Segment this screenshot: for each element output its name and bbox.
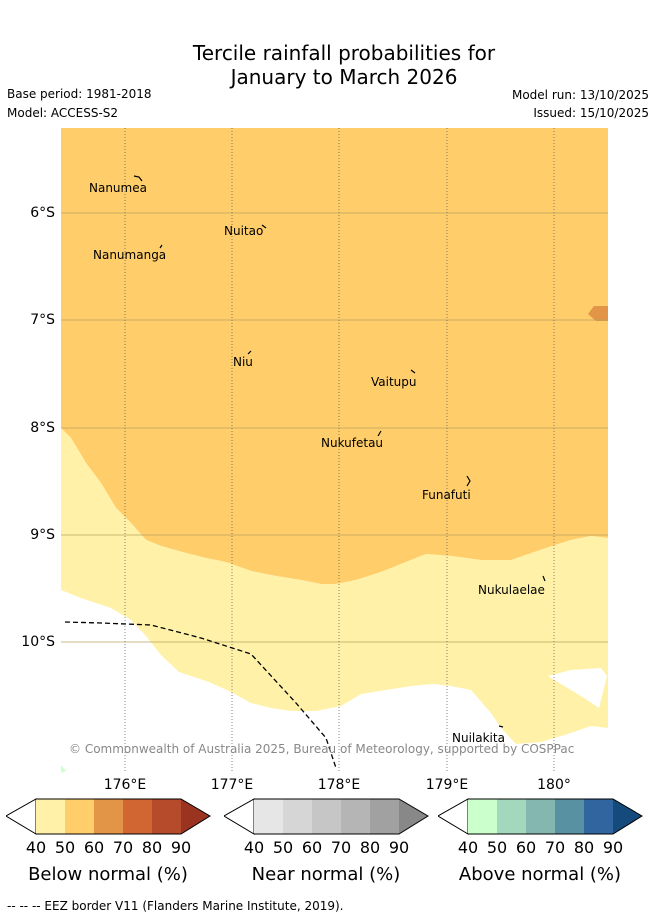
- region-white-patch: [548, 668, 607, 708]
- island-nuilakita: [498, 725, 504, 728]
- island-nukufetau: [377, 430, 382, 437]
- cb-near-arrow-high: [399, 799, 428, 834]
- cb-below-swatch-70: [123, 799, 152, 834]
- tick-above-70: 70: [544, 838, 566, 857]
- model-run: Model run: 13/10/2025: [511, 88, 649, 102]
- tick-below-40: 40: [25, 838, 47, 857]
- lon-label-177e: 177°E: [210, 777, 254, 793]
- cb-above-swatch-40: [468, 799, 497, 834]
- colorbar-near-normal: [224, 798, 429, 835]
- cb-near-swatch-70: [341, 799, 370, 834]
- cb-above-swatch-70: [555, 799, 584, 834]
- tick-below-80: 80: [141, 838, 163, 857]
- tick-near-70: 70: [330, 838, 352, 857]
- cb-near-swatch-80: [370, 799, 399, 834]
- region-green-spot: [61, 765, 66, 773]
- eez-legend-footer: -- -- -- EEZ border V11 (Flanders Marine…: [7, 899, 344, 913]
- cb-above-arrow-high: [613, 799, 642, 834]
- place-label-nanumea: Nanumea: [89, 181, 147, 195]
- cb-above-arrow-low: [438, 798, 469, 835]
- tick-near-60: 60: [301, 838, 323, 857]
- lon-label-178e: 178°E: [317, 777, 361, 793]
- copyright-notice: © Commonwealth of Australia 2025, Bureau…: [69, 742, 575, 756]
- island-niu: [247, 350, 252, 355]
- cb-below-swatch-50: [65, 799, 94, 834]
- lat-label-6s: 6°S: [30, 205, 55, 221]
- lon-label-180: 180°: [537, 777, 571, 793]
- tick-near-40: 40: [243, 838, 265, 857]
- cb-near-outline: [254, 798, 429, 835]
- colorbar-below-normal: [6, 798, 211, 835]
- rainfall-map: [61, 128, 608, 773]
- cb-above-outline: [468, 798, 643, 835]
- island-funafuti: [466, 475, 471, 487]
- tick-below-70: 70: [112, 838, 134, 857]
- issued-date: Issued: 15/10/2025: [533, 106, 649, 120]
- tick-near-80: 80: [359, 838, 381, 857]
- cb-below-outline: [36, 798, 211, 835]
- cb-above-swatch-80: [584, 799, 613, 834]
- place-label-nukulaelae: Nukulaelae: [478, 583, 545, 597]
- island-nanumanga: [159, 244, 163, 249]
- region-below-60-70-spot: [588, 306, 608, 321]
- lon-label-179e: 179°E: [425, 777, 469, 793]
- map-svg: [61, 128, 608, 773]
- place-label-nukufetau: Nukufetau: [321, 436, 384, 450]
- lat-label-10s: 10°S: [21, 634, 55, 650]
- map-title: Tercile rainfall probabilities for Janua…: [0, 41, 655, 89]
- cb-near-arrow-low: [224, 798, 255, 835]
- base-period: Base period: 1981-2018: [7, 87, 152, 101]
- tick-above-50: 50: [486, 838, 508, 857]
- place-label-nanumanga: Nanumanga: [93, 248, 167, 262]
- lat-gridlines: [61, 212, 608, 643]
- cb-below-arrow-low: [6, 798, 37, 835]
- region-below-50-60: [61, 128, 608, 584]
- colorbar-title-near: Near normal (%): [251, 864, 401, 885]
- tick-above-60: 60: [515, 838, 537, 857]
- tick-above-90: 90: [602, 838, 624, 857]
- place-label-nuitao: Nuitao: [224, 224, 264, 238]
- region-below-40-50: [61, 428, 608, 744]
- cb-near-swatch-40: [254, 799, 283, 834]
- lat-label-9s: 9°S: [30, 527, 55, 543]
- place-label-vaitupu: Vaitupu: [371, 375, 417, 389]
- lon-gridlines: [124, 128, 555, 773]
- place-label-niu: Niu: [233, 355, 253, 369]
- cb-below-arrow-high: [181, 799, 210, 834]
- model-name: Model: ACCESS-S2: [7, 106, 119, 120]
- tick-below-50: 50: [54, 838, 76, 857]
- lon-label-176e: 176°E: [103, 777, 147, 793]
- island-marks: [133, 175, 546, 728]
- cb-near-swatch-50: [283, 799, 312, 834]
- tick-near-50: 50: [272, 838, 294, 857]
- colorbar-above-normal: [438, 798, 643, 835]
- eez-border: [64, 621, 337, 769]
- island-nuitao: [261, 224, 267, 229]
- tick-below-60: 60: [83, 838, 105, 857]
- island-nukulaelae: [542, 575, 546, 582]
- lat-label-7s: 7°S: [30, 312, 55, 328]
- tick-above-80: 80: [573, 838, 595, 857]
- tick-above-40: 40: [457, 838, 479, 857]
- tick-below-90: 90: [170, 838, 192, 857]
- island-nanumea: [133, 175, 143, 182]
- cb-above-swatch-50: [497, 799, 526, 834]
- title-line-1: Tercile rainfall probabilities for: [192, 41, 496, 65]
- cb-below-swatch-80: [152, 799, 181, 834]
- title-line-2: January to March 2026: [230, 65, 458, 89]
- cb-above-swatch-60: [526, 799, 555, 834]
- tick-near-90: 90: [388, 838, 410, 857]
- place-label-nuilakita: Nuilakita: [452, 731, 505, 745]
- lat-label-8s: 8°S: [30, 420, 55, 436]
- cb-below-swatch-40: [36, 799, 65, 834]
- cb-below-swatch-60: [94, 799, 123, 834]
- island-vaitupu: [410, 369, 416, 374]
- place-label-funafuti: Funafuti: [422, 488, 471, 502]
- colorbar-title-above: Above normal (%): [458, 864, 622, 885]
- cb-near-swatch-60: [312, 799, 341, 834]
- colorbar-title-below: Below normal (%): [28, 864, 188, 885]
